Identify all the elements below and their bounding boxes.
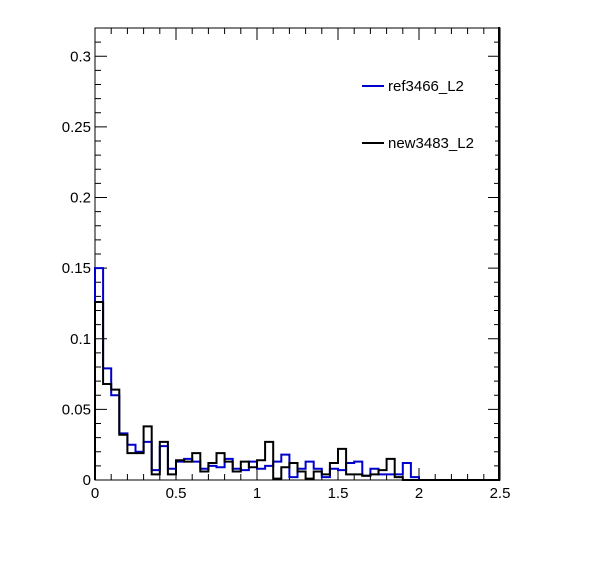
x-tick-label: 1 xyxy=(253,485,261,502)
y-tick-label: 0.05 xyxy=(62,401,91,418)
x-tick-label: 1.5 xyxy=(328,485,349,502)
x-tick-label: 2 xyxy=(415,485,423,502)
y-tick-label: 0.15 xyxy=(62,260,91,277)
y-tick-label: 0 xyxy=(83,472,91,489)
y-tick-label: 0.3 xyxy=(70,48,91,65)
axis-ticks-layer: 0 0.05 0.1 0.15 0.2 0.25 0.3 0 0.5 1 1.5 2 2.5 xyxy=(62,27,511,502)
legend-box xyxy=(357,65,495,170)
y-tick-label: 0.25 xyxy=(62,119,91,136)
x-tick-label: 0.5 xyxy=(166,485,187,502)
series-line-new3483_L2 xyxy=(94,301,500,481)
series-line-ref3466_L2 xyxy=(94,267,500,481)
x-tick-label: 2.5 xyxy=(490,485,511,502)
series-layer xyxy=(94,27,500,481)
legend-label: new3483_L2 xyxy=(388,135,474,152)
legend: ref3466_L2 new3483_L2 xyxy=(357,65,495,170)
y-tick-label: 0.2 xyxy=(70,190,91,207)
x-tick-label: 0 xyxy=(91,485,99,502)
y-tick-label: 0.1 xyxy=(70,331,91,348)
overflow-bin-new3483_L2 xyxy=(498,27,500,480)
legend-label: ref3466_L2 xyxy=(388,78,464,95)
